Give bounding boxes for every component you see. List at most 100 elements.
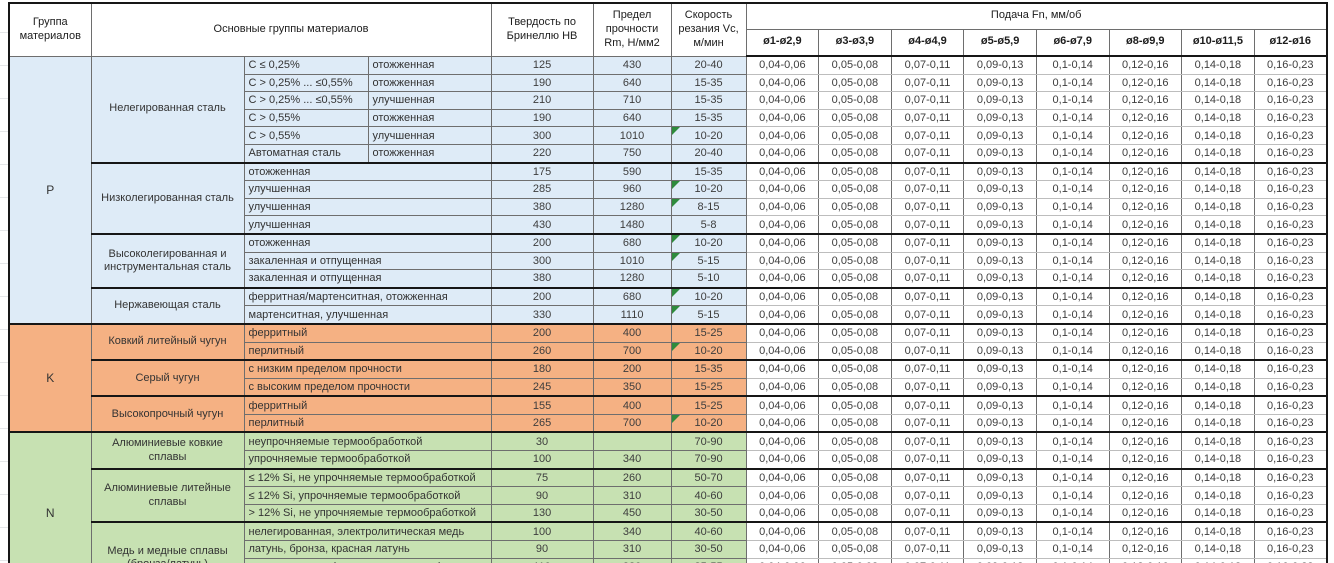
- material-subtype-cell: C ≤ 0,25%: [243, 55, 369, 75]
- material-subtype-cell: ≤ 12% Si, упрочняемые термообработкой: [243, 486, 492, 505]
- material-subtype-cell: C > 0,25% ... ≤0,55%: [243, 73, 369, 93]
- speed-cell: 15-25: [670, 377, 747, 398]
- material-subtype-cell: ≤ 12% Si, не упрочняемые термообработкой: [243, 468, 492, 488]
- strength-cell: 340: [592, 450, 672, 470]
- material-family-cell: Алюминиевые ковкие сплавы: [90, 431, 245, 470]
- feed-cell: 0,14-0,18: [1181, 557, 1255, 563]
- feed-cell: 0,09-0,13: [963, 395, 1037, 415]
- material-subtype-cell: перлитный: [243, 341, 492, 362]
- feed-cell: 0,12-0,16: [1108, 521, 1183, 542]
- table-row: P Нелегированная сталь C ≤ 0,25% отожженная…: [8, 55, 1328, 325]
- feed-cell: 0,1-0,14: [1035, 359, 1110, 379]
- feed-cell: 0,04-0,06: [745, 468, 820, 488]
- speed-cell: 10-20: [670, 126, 747, 145]
- feed-cell: 0,14-0,18: [1181, 503, 1255, 524]
- feed-cell: 0,12-0,16: [1108, 540, 1183, 559]
- feed-cell: 0,04-0,06: [745, 557, 820, 563]
- hardness-cell: 300: [490, 251, 594, 271]
- strength-cell: 700: [592, 413, 672, 434]
- feed-cell: 0,16-0,23: [1253, 55, 1328, 75]
- col-header-speed: Скорость резания Vc, м/мин: [670, 2, 747, 57]
- material-subtype-cell: упрочняемые термообработкой: [243, 450, 492, 470]
- feed-cell: 0,07-0,11: [890, 557, 965, 563]
- feed-cell: 0,04-0,06: [745, 377, 820, 398]
- table-row: Медь и медные сплавы (бронза/латунь)неле…: [9, 521, 1328, 563]
- feed-cell: 0,09-0,13: [963, 73, 1037, 93]
- speed-cell: 40-60: [670, 486, 747, 505]
- table-row: ≤ 12% Si, упрочняемые термообработкой 90 3…: [9, 486, 1328, 505]
- feed-cell: 0,04-0,06: [745, 108, 820, 128]
- hardness-cell: 155: [490, 395, 594, 415]
- feed-cell: 0,05-0,08: [818, 108, 892, 128]
- hardness-cell: 245: [490, 377, 594, 398]
- material-subtype-cell: с высоким пределом прочности: [243, 377, 492, 398]
- feed-cell: 0,1-0,14: [1035, 521, 1110, 542]
- table-row: с высоким пределом прочности 245 350 15-25 0…: [9, 377, 1328, 398]
- hardness-cell: 380: [490, 269, 594, 289]
- spreadsheet-gridlines: [0, 0, 8, 563]
- strength-cell: 700: [592, 341, 672, 362]
- feed-cell: 0,07-0,11: [890, 359, 965, 379]
- material-subtype-cell: перлитный: [243, 413, 492, 434]
- feed-cell: 0,07-0,11: [890, 269, 965, 289]
- feed-cell: 0,12-0,16: [1108, 108, 1183, 128]
- feed-cell: 0,05-0,08: [818, 540, 892, 559]
- feed-cell: 0,09-0,13: [963, 468, 1037, 488]
- feed-cell: 0,12-0,16: [1108, 557, 1183, 563]
- table-header: Группа материалов Основные группы матери…: [8, 2, 1328, 57]
- table-row: Низколегированная сталь отожженная 175 590 1…: [9, 162, 1328, 235]
- feed-cell: 0,14-0,18: [1181, 450, 1255, 470]
- feed-cell: 0,16-0,23: [1253, 287, 1328, 307]
- material-family-cell: Низколегированная сталь: [90, 162, 245, 235]
- corner-marker-icon: [672, 253, 680, 261]
- col-header-material-group: Группа материалов: [8, 2, 92, 57]
- feed-cell: 0,16-0,23: [1253, 359, 1328, 379]
- feed-cell: 0,14-0,18: [1181, 359, 1255, 379]
- col-header-diameter: ø12-ø16: [1253, 28, 1328, 57]
- table-row: упрочняемые термообработкой 100 340 70-90 0,…: [9, 450, 1328, 470]
- col-header-strength: Предел прочности Rm, Н/мм2: [592, 2, 672, 57]
- material-family-cell: Высокопрочный чугун: [90, 395, 245, 434]
- material-subtype-cell: C > 0,55%: [243, 126, 369, 145]
- speed-cell: 10-20: [670, 180, 747, 199]
- speed-cell: 15-35: [670, 162, 747, 182]
- speed-cell: 15-35: [670, 73, 747, 93]
- feed-cell: 0,12-0,16: [1108, 233, 1183, 253]
- hardness-cell: 90: [490, 486, 594, 505]
- hardness-cell: 210: [490, 91, 594, 110]
- strength-cell: 1280: [592, 197, 672, 217]
- hardness-cell: 200: [490, 323, 594, 343]
- feed-cell: 0,04-0,06: [745, 73, 820, 93]
- feed-cell: 0,05-0,08: [818, 431, 892, 452]
- feed-cell: 0,07-0,11: [890, 323, 965, 343]
- feed-cell: 0,16-0,23: [1253, 126, 1328, 145]
- feed-cell: 0,1-0,14: [1035, 108, 1110, 128]
- speed-cell: 15-35: [670, 359, 747, 379]
- feed-cell: 0,16-0,23: [1253, 468, 1328, 488]
- feed-cell: 0,1-0,14: [1035, 431, 1110, 452]
- feed-cell: 0,1-0,14: [1035, 233, 1110, 253]
- feed-cell: 0,1-0,14: [1035, 377, 1110, 398]
- feed-cell: 0,04-0,06: [745, 305, 820, 325]
- strength-cell: 430: [592, 55, 672, 75]
- material-subtype-cell: закаленная и отпущенная: [243, 269, 492, 289]
- feed-cell: 0,09-0,13: [963, 180, 1037, 199]
- material-state-cell: отожженная: [367, 55, 492, 75]
- feed-cell: 0,1-0,14: [1035, 486, 1110, 505]
- feed-cell: 0,04-0,06: [745, 413, 820, 434]
- feed-cell: 0,07-0,11: [890, 341, 965, 362]
- table-row: Нержавеющая сталь ферритная/мартенситная,…: [9, 287, 1328, 325]
- col-header-feed: Подача Fn, мм/об: [745, 2, 1328, 30]
- feed-cell: 0,05-0,08: [818, 91, 892, 110]
- feed-cell: 0,05-0,08: [818, 305, 892, 325]
- material-subtype-cell: неупрочняемые термообработкой: [243, 431, 492, 452]
- material-subtype-cell: нелегированная, электролитическая медь: [243, 521, 492, 542]
- feed-cell: 0,12-0,16: [1108, 450, 1183, 470]
- hardness-cell: 200: [490, 287, 594, 307]
- feed-cell: 0,12-0,16: [1108, 143, 1183, 164]
- material-family-cell: Ковкий литейный чугун: [90, 323, 245, 362]
- feed-cell: 0,16-0,23: [1253, 540, 1328, 559]
- speed-cell: 15-35: [670, 91, 747, 110]
- feed-cell: 0,1-0,14: [1035, 413, 1110, 434]
- material-family-cell: Высоколегированная и инструментальная ст…: [90, 233, 245, 289]
